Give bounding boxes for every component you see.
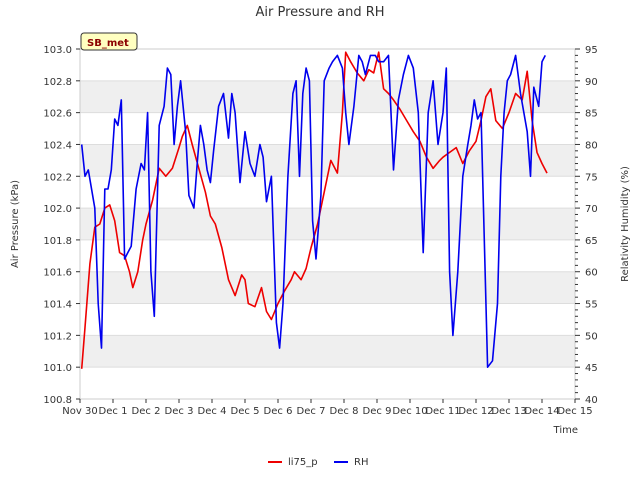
x-axis-title: Time [553,425,578,436]
x-tick-label: Dec 12 [458,406,493,417]
x-tick-label: Dec 4 [198,406,227,417]
x-tick-label: Dec 11 [425,406,460,417]
y-left-tick-label: 101.8 [43,236,72,247]
y-left-tick-label: 101.4 [43,300,72,311]
y-left-tick-label: 102.0 [43,204,72,215]
badge-box [80,32,138,51]
y-right-tick-label: 50 [585,331,598,342]
y-right-tick-label: 45 [585,363,598,374]
y-right-tick-label: 40 [585,395,598,406]
y-left-tick-label: 102.4 [43,140,72,151]
legend-label: li75_p [288,457,318,468]
y-left-tick-label: 100.8 [43,395,72,406]
y-left-tick-label: 103.0 [43,45,72,56]
y-right-tick-label: 55 [585,300,598,311]
x-tick-label: Dec 9 [363,406,392,417]
grid-band [80,335,575,368]
x-tick-label: Dec 15 [557,406,592,417]
x-tick-label: Nov 30 [62,406,97,417]
x-tick-label: Dec 3 [165,406,194,417]
x-tick-label: Dec 8 [330,406,359,417]
y-left-tick-label: 102.2 [43,172,72,183]
legend-label: RH [354,457,368,468]
y-right-tick-label: 70 [585,204,598,215]
x-tick-label: Dec 13 [491,406,526,417]
y-axis-right: 40 45 50 55 60 65 70 75 80 85 90 95 [575,45,598,406]
y-right-tick-label: 80 [585,140,598,151]
x-tick-label: Dec 14 [524,406,559,417]
y-left-tick-label: 101.2 [43,331,72,342]
y-right-tick-label: 90 [585,77,598,88]
station-badge: SB_met [80,32,138,51]
x-tick-label: Dec 2 [132,406,161,417]
series-line-RH [80,54,547,369]
x-tick-label: Dec 6 [264,406,293,417]
legend: li75_p RH [268,457,368,468]
x-axis: Nov 30 Dec 1 Dec 2 Dec 3 Dec 4 Dec 5 Dec 6 Dec … [62,399,593,417]
y-axis-right-title: Relativity Humidity (%) [620,166,631,282]
y-right-tick-label: 85 [585,109,598,120]
grid-band [80,80,575,113]
y-left-tick-label: 101.6 [43,268,72,279]
y-right-tick-label: 65 [585,236,598,247]
y-right-tick-label: 60 [585,268,598,279]
grid-band [80,271,575,304]
grid-band [80,208,575,240]
x-tick-label: Dec 1 [99,406,128,417]
plot-area [79,48,576,400]
grid-band [80,144,575,177]
series-lines [80,51,548,369]
y-right-tick-label: 95 [585,45,598,56]
x-tick-label: Dec 5 [231,406,260,417]
series-line-li75_p [80,51,548,369]
x-tick-label: Dec 7 [297,406,326,417]
x-tick-label: Dec 10 [392,406,427,417]
y-axis-left: 100.8 101.0 101.2 101.4 101.6 101.8 102.0 102.2… [43,45,80,406]
y-left-tick-label: 101.0 [43,363,72,374]
background-bands [80,80,575,368]
y-left-tick-label: 102.6 [43,109,72,120]
chart-title: Air Pressure and RH [255,5,384,20]
y-right-tick-label: 75 [585,172,598,183]
badge-label: SB_met [87,38,129,49]
y-left-tick-label: 102.8 [43,77,72,88]
y-axis-left-title: Air Pressure (kPa) [10,180,21,268]
